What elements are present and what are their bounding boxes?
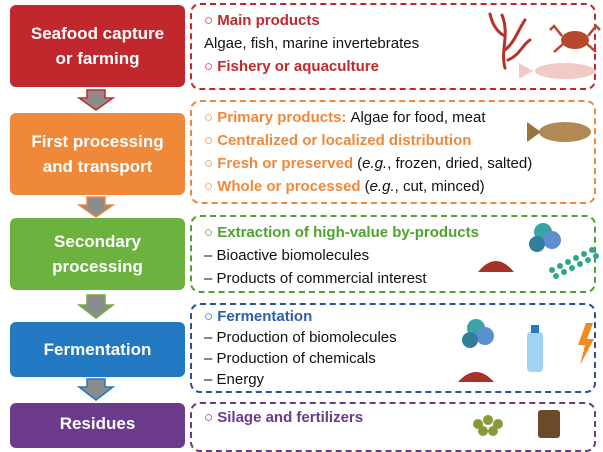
powder-icon <box>478 261 514 272</box>
arrow <box>79 197 113 217</box>
powder-icon <box>458 372 494 382</box>
energy-icon <box>578 323 594 365</box>
protein-icon <box>462 223 561 348</box>
arrow <box>79 379 113 400</box>
bag-icon <box>538 410 560 438</box>
pellets-icon <box>473 415 503 436</box>
arrow <box>79 295 113 318</box>
decorations <box>0 0 603 438</box>
arrow <box>79 90 113 110</box>
algae-icon <box>490 14 530 68</box>
bottle-icon <box>527 325 543 372</box>
arrows <box>79 90 113 400</box>
fish-icon <box>527 122 591 142</box>
fish-icon <box>519 63 595 79</box>
chain-icon <box>549 247 599 279</box>
crab-icon <box>550 26 600 52</box>
page: {"stages": [ {"label": ["Seafood capture… <box>0 0 603 438</box>
